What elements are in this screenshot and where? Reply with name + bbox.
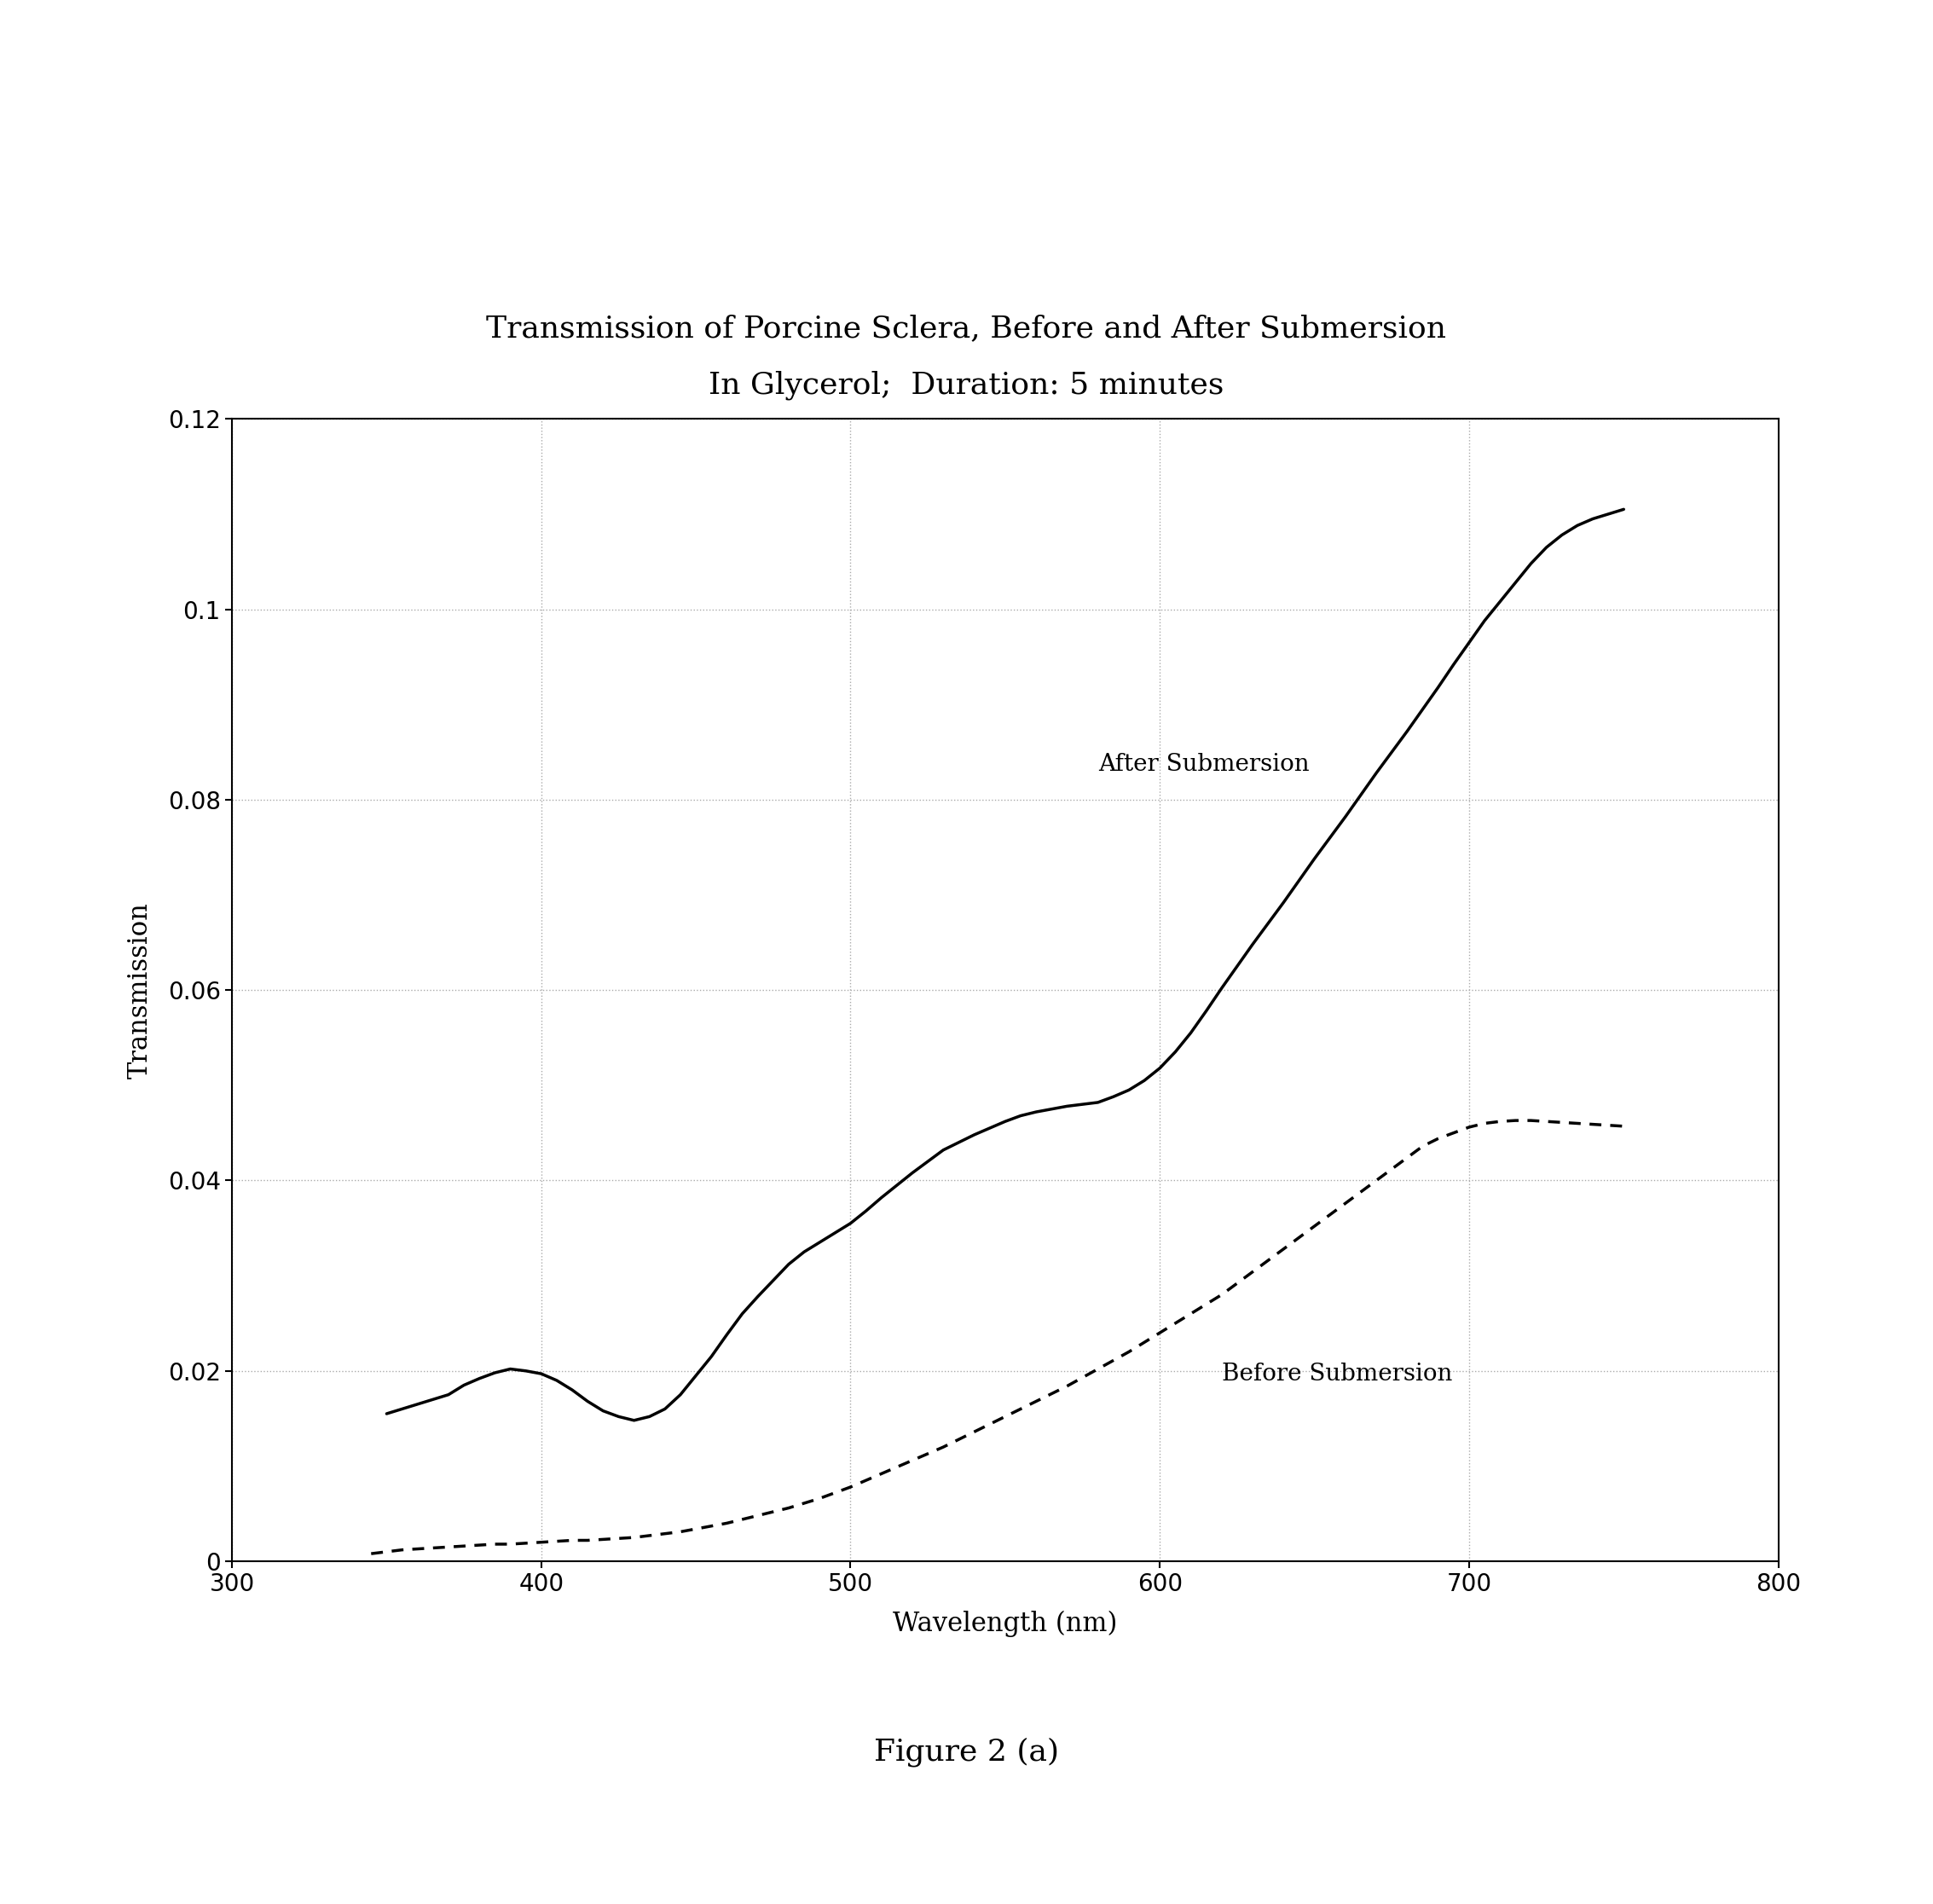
Text: In Glycerol;  Duration: 5 minutes: In Glycerol; Duration: 5 minutes: [709, 371, 1224, 400]
Text: Figure 2 (a): Figure 2 (a): [874, 1736, 1059, 1767]
Text: Transmission of Porcine Sclera, Before and After Submersion: Transmission of Porcine Sclera, Before a…: [487, 314, 1446, 343]
X-axis label: Wavelength (nm): Wavelength (nm): [893, 1611, 1117, 1637]
Text: After Submersion: After Submersion: [1098, 754, 1309, 777]
Y-axis label: Transmission: Transmission: [128, 902, 153, 1078]
Text: Before Submersion: Before Submersion: [1222, 1363, 1452, 1386]
